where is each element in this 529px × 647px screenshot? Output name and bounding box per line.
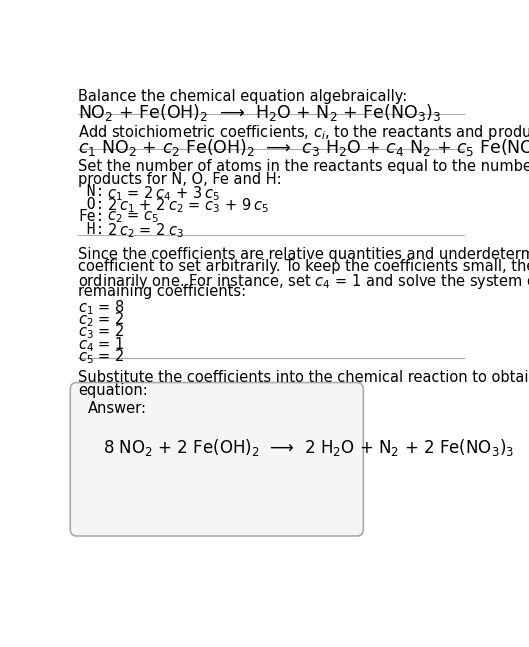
Text: $c_1$ NO$_2$ + $c_2$ Fe(OH)$_2$  ⟶  $c_3$ H$_2$O + $c_4$ N$_2$ + $c_5$ Fe(NO$_3$: $c_1$ NO$_2$ + $c_2$ Fe(OH)$_2$ ⟶ $c_3$ … bbox=[78, 137, 529, 159]
Text: ordinarily one. For instance, set $c_4$ = 1 and solve the system of equations fo: ordinarily one. For instance, set $c_4$ … bbox=[78, 272, 529, 291]
Text: O:: O: bbox=[78, 197, 105, 212]
Text: $c_5$ = 2: $c_5$ = 2 bbox=[78, 347, 125, 366]
Text: $c_3$ = 2: $c_3$ = 2 bbox=[78, 323, 125, 342]
Text: $c_1$ = 2 $c_4$ + 3 $c_5$: $c_1$ = 2 $c_4$ + 3 $c_5$ bbox=[107, 184, 221, 203]
Text: coefficient to set arbitrarily. To keep the coefficients small, the arbitrary va: coefficient to set arbitrarily. To keep … bbox=[78, 259, 529, 274]
Text: H:: H: bbox=[78, 222, 105, 237]
Text: Fe:: Fe: bbox=[78, 209, 105, 224]
Text: remaining coefficients:: remaining coefficients: bbox=[78, 285, 247, 300]
Text: Add stoichiometric coefficients, $c_i$, to the reactants and products:: Add stoichiometric coefficients, $c_i$, … bbox=[78, 124, 529, 142]
Text: $c_2$ = 2: $c_2$ = 2 bbox=[78, 311, 125, 329]
FancyBboxPatch shape bbox=[70, 382, 363, 536]
Text: $c_2$ = $c_5$: $c_2$ = $c_5$ bbox=[107, 209, 159, 225]
Text: Answer:: Answer: bbox=[87, 401, 147, 417]
Text: 2 $c_1$ + 2 $c_2$ = $c_3$ + 9 $c_5$: 2 $c_1$ + 2 $c_2$ = $c_3$ + 9 $c_5$ bbox=[107, 197, 269, 215]
Text: $c_1$ = 8: $c_1$ = 8 bbox=[78, 298, 125, 316]
Text: Balance the chemical equation algebraically:: Balance the chemical equation algebraica… bbox=[78, 89, 408, 104]
Text: Substitute the coefficients into the chemical reaction to obtain the balanced: Substitute the coefficients into the che… bbox=[78, 370, 529, 385]
Text: Set the number of atoms in the reactants equal to the number of atoms in the: Set the number of atoms in the reactants… bbox=[78, 159, 529, 174]
Text: 8 NO$_2$ + 2 Fe(OH)$_2$  ⟶  2 H$_2$O + N$_2$ + 2 Fe(NO$_3$)$_3$: 8 NO$_2$ + 2 Fe(OH)$_2$ ⟶ 2 H$_2$O + N$_… bbox=[103, 437, 514, 458]
Text: Since the coefficients are relative quantities and underdetermined, choose a: Since the coefficients are relative quan… bbox=[78, 247, 529, 262]
Text: equation:: equation: bbox=[78, 382, 148, 397]
Text: products for N, O, Fe and H:: products for N, O, Fe and H: bbox=[78, 172, 282, 187]
Text: 2 $c_2$ = 2 $c_3$: 2 $c_2$ = 2 $c_3$ bbox=[107, 222, 184, 240]
Text: $c_4$ = 1: $c_4$ = 1 bbox=[78, 335, 125, 354]
Text: NO$_2$ + Fe(OH)$_2$  ⟶  H$_2$O + N$_2$ + Fe(NO$_3$)$_3$: NO$_2$ + Fe(OH)$_2$ ⟶ H$_2$O + N$_2$ + F… bbox=[78, 102, 442, 122]
Text: N:: N: bbox=[78, 184, 105, 199]
